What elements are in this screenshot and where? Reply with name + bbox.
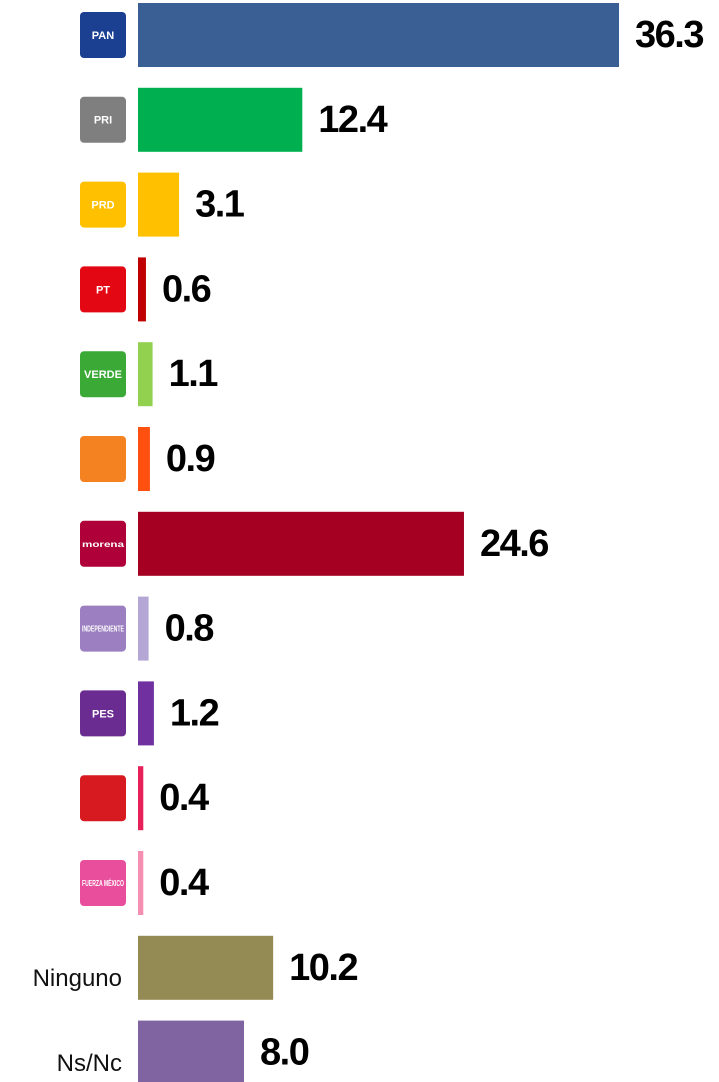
bar [138, 766, 144, 831]
bar [138, 511, 464, 576]
party-logo [80, 775, 126, 822]
value-label: 0.9 [166, 438, 215, 480]
logo-label: PES [92, 708, 114, 720]
bar [138, 681, 154, 746]
value-label: 24.6 [480, 523, 548, 565]
party-logo [80, 351, 126, 398]
logo-label: INDEPENDIENTE [82, 625, 124, 634]
party-logo [80, 690, 126, 737]
bar [138, 935, 274, 1000]
party-logo [80, 436, 126, 482]
logo-label: PAN [92, 30, 114, 42]
bar [138, 87, 303, 152]
party-logo [80, 266, 126, 313]
party-logo [80, 181, 126, 228]
bar [138, 427, 150, 491]
value-label: 0.4 [159, 862, 209, 904]
bar [138, 596, 149, 661]
party-logo [80, 96, 126, 143]
logo-label: FUERZA MÉXICO [82, 879, 124, 888]
value-label: 0.4 [159, 777, 209, 819]
value-label: 12.4 [318, 99, 387, 141]
category-label: Ninguno [33, 965, 122, 992]
category-label: Ns/Nc [57, 1050, 122, 1077]
bar [138, 342, 153, 407]
party-logo [80, 605, 126, 652]
bar [138, 1020, 245, 1082]
value-label: 36.3 [635, 14, 703, 56]
logo-label: morena [82, 540, 125, 549]
party-logo [80, 520, 126, 567]
logo-label: VERDE [84, 369, 122, 381]
bar [138, 3, 619, 67]
bar [138, 851, 144, 915]
logo-label: PT [96, 284, 110, 296]
value-label: 3.1 [195, 184, 245, 226]
bar [138, 257, 146, 322]
party-logo [80, 12, 126, 58]
value-label: 1.2 [170, 692, 219, 734]
logo-label: PRD [91, 200, 114, 212]
value-label: 1.1 [169, 353, 219, 395]
bar [138, 172, 180, 237]
party-logo [80, 860, 126, 906]
value-label: 0.6 [162, 268, 211, 310]
value-label: 10.2 [289, 947, 357, 989]
value-label: 8.0 [260, 1032, 309, 1074]
logo-label: PRI [94, 115, 112, 127]
value-label: 0.8 [165, 608, 214, 650]
